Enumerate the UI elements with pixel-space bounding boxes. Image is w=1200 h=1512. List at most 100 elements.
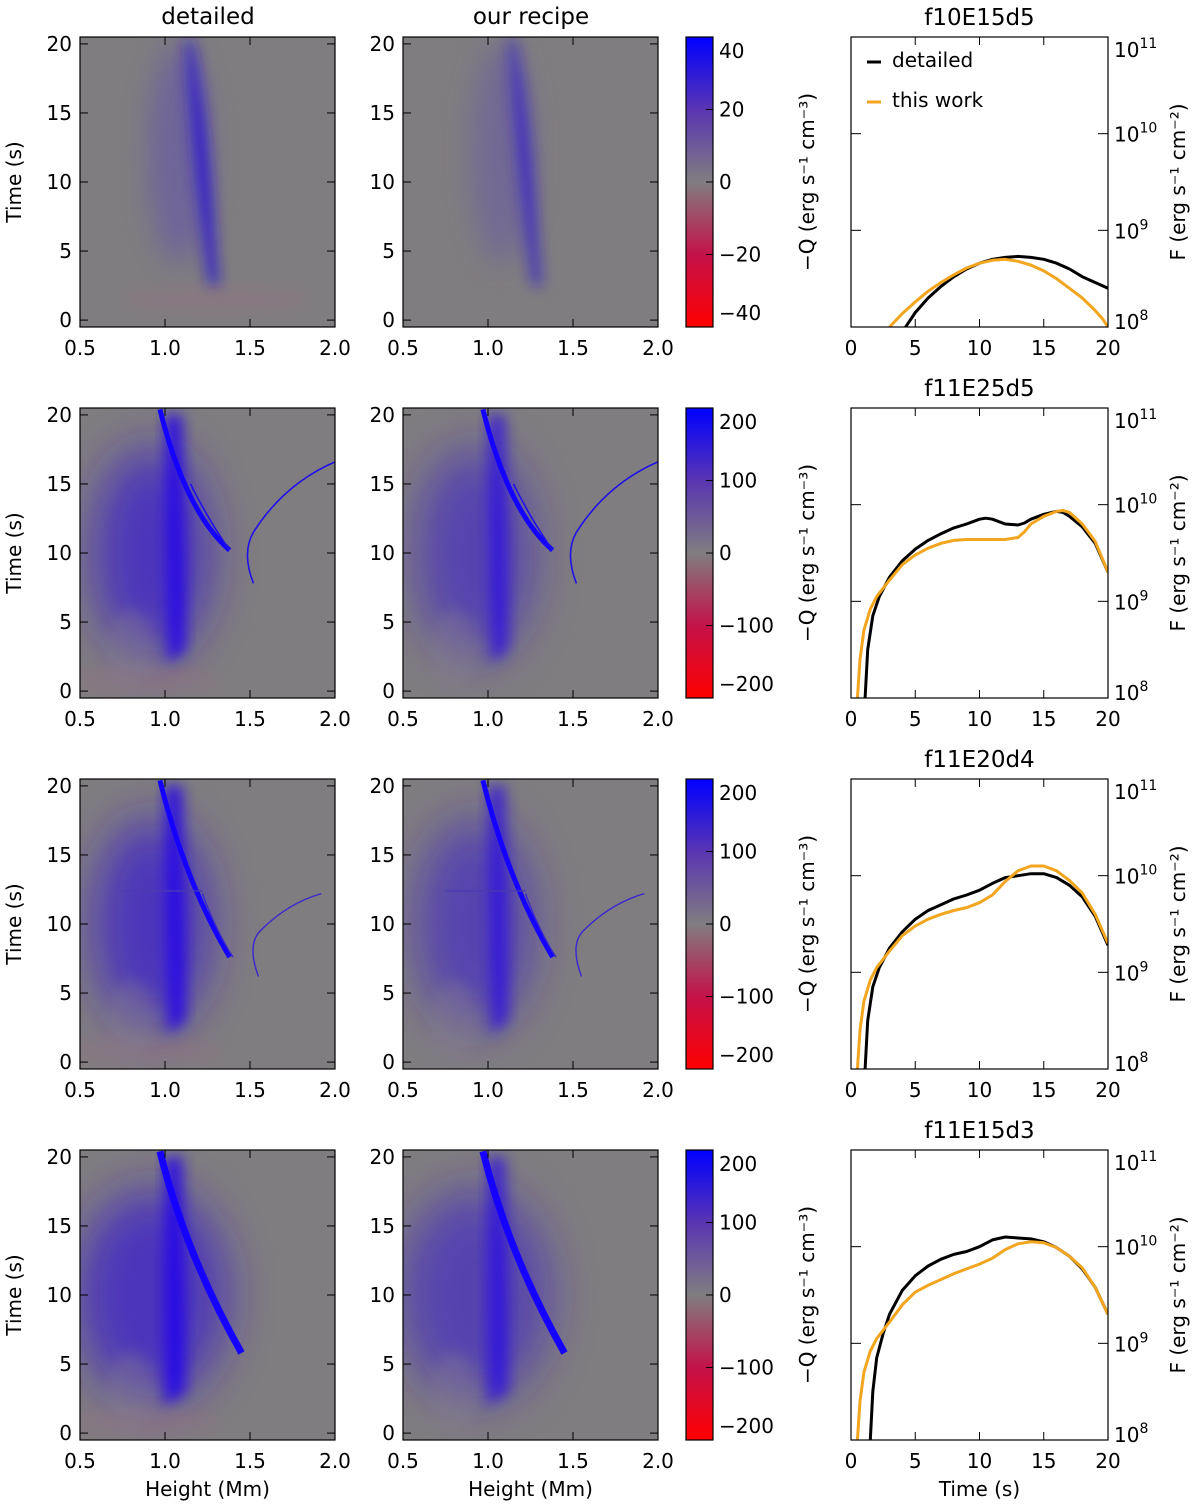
cooling-core xyxy=(185,39,220,286)
y-axis-label: F (erg s⁻¹ cm⁻²) xyxy=(1166,845,1190,1002)
secondary-track xyxy=(512,483,554,551)
x-tick-label: 20 xyxy=(1095,1449,1120,1473)
x-tick-label: 1.0 xyxy=(472,1449,504,1473)
y-axis-label: Time (s) xyxy=(2,512,26,594)
colorbar-3: 200 100 0 −100 −200 −Q (erg s⁻¹ cm⁻³) xyxy=(685,778,819,1070)
x-tick-label: 15 xyxy=(1031,1449,1056,1473)
x-tick-label: 1.5 xyxy=(234,336,266,360)
y-tick-label: 10 xyxy=(47,170,72,194)
x-tick-label: 0 xyxy=(845,336,858,360)
y-tick-label: 1011 xyxy=(1114,1149,1157,1175)
x-tick-label: 20 xyxy=(1095,1078,1120,1102)
x-tick-label: 2.0 xyxy=(319,1078,351,1102)
y-tick-label: 1010 xyxy=(1114,121,1157,147)
x-tick-label: 15 xyxy=(1031,1078,1056,1102)
heatmap-panel-detailed-3: 0.5 1.0 1.5 2.0 0 5 10 15 20 Time (s) xyxy=(2,774,351,1102)
x-tick-label: 10 xyxy=(967,1078,992,1102)
x-tick-label: 1.5 xyxy=(557,1078,589,1102)
y-tick-label: 0 xyxy=(382,1050,395,1074)
x-tick-label: 2.0 xyxy=(319,1449,351,1473)
colorbar-tick-label: −100 xyxy=(719,1356,774,1380)
x-tick-label: 1.5 xyxy=(557,1449,589,1473)
series-line-this-work xyxy=(855,864,1108,1069)
x-axis-label: Time (s) xyxy=(938,1477,1020,1501)
secondary-track xyxy=(189,483,231,551)
y-tick-label: 15 xyxy=(370,472,395,496)
heatmap-features xyxy=(471,39,543,286)
colorbar-tick-label: −100 xyxy=(719,614,774,638)
series-line-this-work xyxy=(888,257,1108,327)
y-tick-label: 10 xyxy=(47,1283,72,1307)
line-frame xyxy=(850,778,1109,1070)
broad-cooling-region xyxy=(416,819,533,1029)
y-tick-label: 1010 xyxy=(1114,1234,1157,1260)
broad-cooling-region xyxy=(416,448,533,658)
x-tick-label: 1.5 xyxy=(234,1449,266,1473)
x-tick-label: 0 xyxy=(845,707,858,731)
halo xyxy=(107,609,155,690)
y-tick-label: 15 xyxy=(47,843,72,867)
x-tick-label: 2.0 xyxy=(642,336,674,360)
x-tick-label: 1.0 xyxy=(149,707,181,731)
y-tick-label: 20 xyxy=(370,32,395,56)
x-tick-label: 15 xyxy=(1031,336,1056,360)
y-axis-label: F (erg s⁻¹ cm⁻²) xyxy=(1166,1216,1190,1373)
y-tick-label: 5 xyxy=(59,981,72,1005)
y-tick-label: 10 xyxy=(47,912,72,936)
y-tick-label: 1010 xyxy=(1114,492,1157,518)
colorbar-tick-label: −40 xyxy=(719,301,761,325)
line-frame xyxy=(850,36,1109,328)
line-series-group xyxy=(855,509,1108,698)
x-tick-label: 1.0 xyxy=(472,336,504,360)
colorbar-label: −Q (erg s⁻¹ cm⁻³) xyxy=(795,835,819,1013)
colorbar-label: −Q (erg s⁻¹ cm⁻³) xyxy=(795,93,819,271)
panel-title: f10E15d5 xyxy=(924,5,1034,31)
broad-cooling-region xyxy=(93,819,210,1029)
y-axis-label: Time (s) xyxy=(2,141,26,223)
y-tick-label: 10 xyxy=(370,912,395,936)
x-tick-label: 2.0 xyxy=(319,707,351,731)
heatmap-panel-detailed-2: 0.5 1.0 1.5 2.0 0 5 10 15 20 Time (s) xyxy=(2,403,351,731)
y-axis-label: Time (s) xyxy=(2,1254,26,1336)
secondary-track xyxy=(201,893,234,958)
broad-cooling-region xyxy=(80,1190,227,1400)
x-tick-label: 1.5 xyxy=(557,707,589,731)
colorbar-tick-label: −100 xyxy=(719,985,774,1009)
heatmap-features xyxy=(403,1150,568,1432)
legend: detailed this work xyxy=(867,48,984,112)
x-tick-label: 1.0 xyxy=(149,1449,181,1473)
y-tick-label: 5 xyxy=(59,610,72,634)
x-axis-label: Height (Mm) xyxy=(468,1477,593,1501)
y-tick-label: 15 xyxy=(370,843,395,867)
x-tick-label: 1.0 xyxy=(472,707,504,731)
heatmap-panel-recipe-4: 0.5 1.0 1.5 2.0 0 5 10 15 20 Height (Mm) xyxy=(370,1145,674,1501)
reflected-track xyxy=(569,461,658,584)
y-tick-label: 0 xyxy=(59,1421,72,1445)
x-tick-label: 5 xyxy=(909,707,922,731)
x-tick-label: 1.0 xyxy=(472,1078,504,1102)
cooling-core xyxy=(488,414,509,664)
x-tick-label: 2.0 xyxy=(319,336,351,360)
x-tick-label: 0.5 xyxy=(387,707,419,731)
broad-cooling-region xyxy=(403,1190,550,1400)
colorbar-tick-label: 0 xyxy=(719,912,732,936)
y-tick-label: 109 xyxy=(1114,217,1148,243)
series-line-detailed xyxy=(903,254,1108,327)
y-tick-label: 1011 xyxy=(1114,778,1157,804)
y-tick-label: 5 xyxy=(382,981,395,1005)
y-tick-label: 0 xyxy=(59,308,72,332)
reflected-track xyxy=(246,461,335,584)
colorbar-tick-label: 0 xyxy=(719,541,732,565)
y-tick-label: 0 xyxy=(59,679,72,703)
secondary-track xyxy=(524,893,557,958)
cooling-core xyxy=(165,414,186,664)
line-frame xyxy=(850,407,1109,699)
front-track xyxy=(156,1150,245,1355)
halo xyxy=(430,609,478,690)
y-tick-label: 0 xyxy=(382,1421,395,1445)
x-tick-label: 2.0 xyxy=(642,1449,674,1473)
panel-title: f11E15d3 xyxy=(924,1118,1034,1144)
y-tick-label: 15 xyxy=(370,1214,395,1238)
